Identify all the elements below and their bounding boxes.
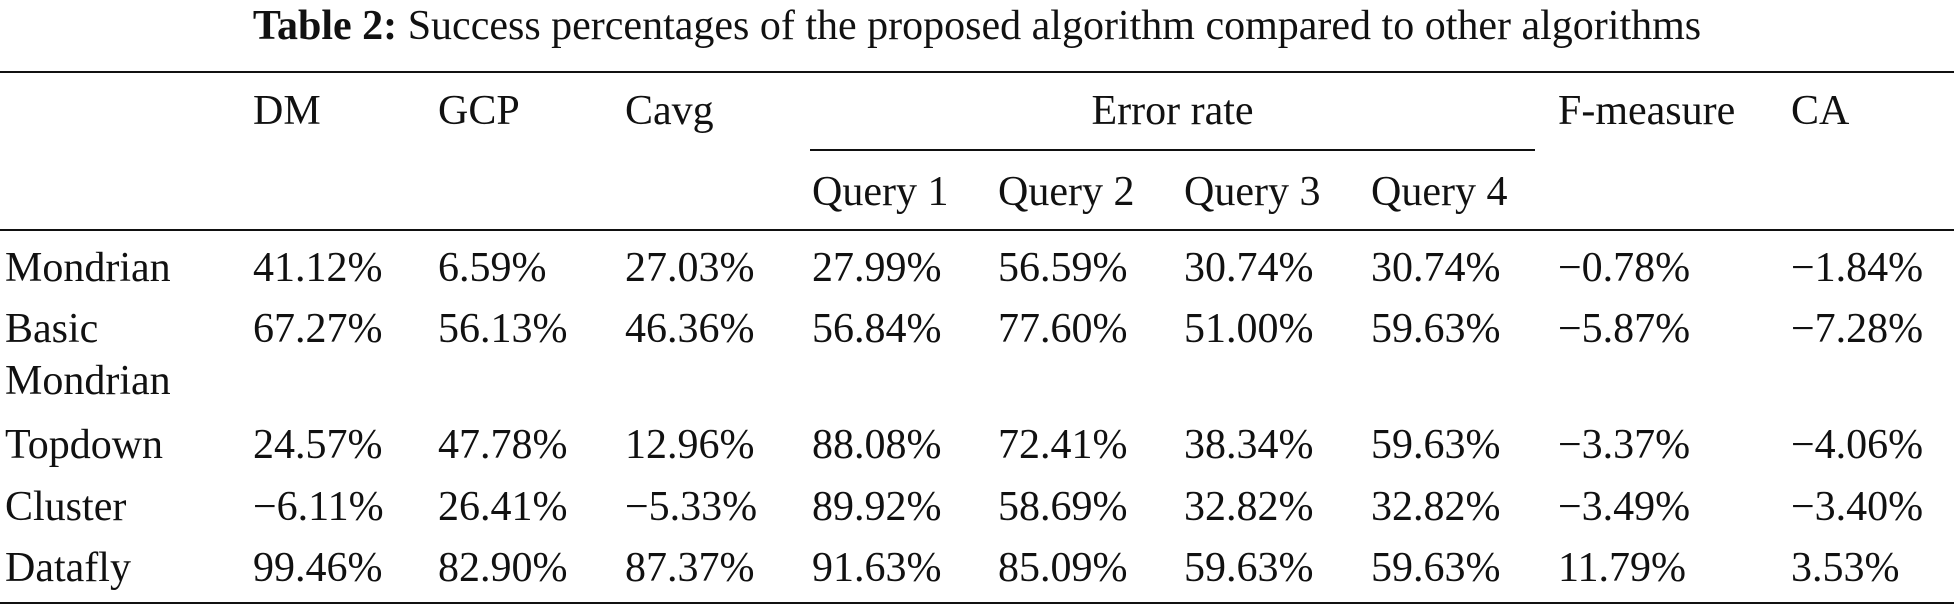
table-cell: 32.82%: [1184, 484, 1314, 530]
table-cell: 30.74%: [1184, 245, 1314, 291]
table-cell: −0.78%: [1558, 245, 1691, 291]
table-cell: 77.60%: [998, 306, 1128, 352]
table-cell: −1.84%: [1791, 245, 1924, 291]
table-cell: 87.37%: [625, 545, 755, 591]
top-rule: [0, 71, 1954, 73]
table-cell: 51.00%: [1184, 306, 1314, 352]
table-cell: 12.96%: [625, 422, 755, 468]
header-gcp: GCP: [438, 88, 520, 134]
error-rate-group-rule: [810, 149, 1535, 151]
table-cell: 59.63%: [1371, 422, 1501, 468]
table-cell: −5.87%: [1558, 306, 1691, 352]
row-label: Cluster: [5, 484, 127, 530]
table-cell: 59.63%: [1371, 545, 1501, 591]
table-cell: 67.27%: [253, 306, 383, 352]
header-query-4: Query 4: [1371, 169, 1508, 215]
row-label: Mondrian: [5, 245, 171, 291]
table-cell: 56.84%: [812, 306, 942, 352]
table-cell: 56.13%: [438, 306, 568, 352]
table-cell: 72.41%: [998, 422, 1128, 468]
header-dm: DM: [253, 88, 321, 134]
caption-label: Table 2:: [252, 3, 398, 49]
table-cell: 32.82%: [1371, 484, 1501, 530]
caption-text: Success percentages of the proposed algo…: [407, 3, 1702, 49]
row-label: Topdown: [5, 422, 164, 468]
header-query-3: Query 3: [1184, 169, 1321, 215]
row-label: Datafly: [5, 545, 131, 591]
table-cell: 3.53%: [1791, 545, 1900, 591]
table-cell: −7.28%: [1791, 306, 1924, 352]
table-cell: 6.59%: [438, 245, 547, 291]
table-cell: 47.78%: [438, 422, 568, 468]
table-cell: 38.34%: [1184, 422, 1314, 468]
table-cell: 27.99%: [812, 245, 942, 291]
table-cell: 88.08%: [812, 422, 942, 468]
header-query-2: Query 2: [998, 169, 1135, 215]
table-cell: −5.33%: [625, 484, 758, 530]
table-cell: −3.49%: [1558, 484, 1691, 530]
header-error-rate: Error rate: [1091, 88, 1254, 134]
header-rule: [0, 229, 1954, 231]
table-cell: 41.12%: [253, 245, 383, 291]
table-cell: 58.69%: [998, 484, 1128, 530]
header-cavg: Cavg: [625, 88, 714, 134]
table-cell: 89.92%: [812, 484, 942, 530]
table-cell: −6.11%: [253, 484, 384, 530]
table-cell: 99.46%: [253, 545, 383, 591]
table-cell: 24.57%: [253, 422, 383, 468]
table-cell: 91.63%: [812, 545, 942, 591]
table-cell: −3.37%: [1558, 422, 1691, 468]
header-query-1: Query 1: [812, 169, 949, 215]
table-cell: −4.06%: [1791, 422, 1924, 468]
table-cell: 26.41%: [438, 484, 568, 530]
table-cell: 46.36%: [625, 306, 755, 352]
table-cell: 82.90%: [438, 545, 568, 591]
table-cell: 11.79%: [1558, 545, 1686, 591]
row-label: Mondrian: [5, 358, 171, 404]
table-cell: 85.09%: [998, 545, 1128, 591]
table-cell: 59.63%: [1184, 545, 1314, 591]
table-cell: 27.03%: [625, 245, 755, 291]
table-caption: Table 2: Success percentages of the prop…: [0, 2, 1954, 50]
table-cell: 59.63%: [1371, 306, 1501, 352]
bottom-rule: [0, 602, 1954, 604]
header-f-measure: F-measure: [1558, 88, 1736, 134]
table-cell: 56.59%: [998, 245, 1128, 291]
header-ca: CA: [1791, 88, 1850, 134]
row-label: Basic: [5, 306, 99, 352]
table-cell: −3.40%: [1791, 484, 1924, 530]
table-cell: 30.74%: [1371, 245, 1501, 291]
